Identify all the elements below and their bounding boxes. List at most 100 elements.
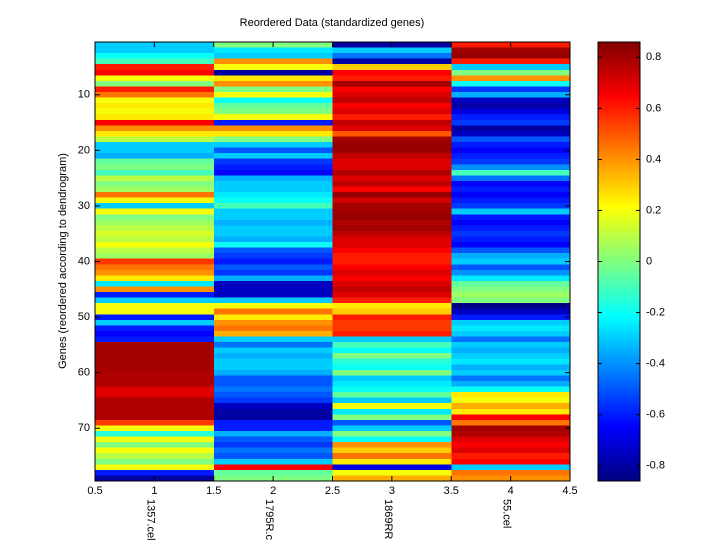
heatmap-cell [451,425,570,432]
chart-title: Reordered Data (standardized genes) [240,17,425,29]
heatmap-cell [213,230,333,237]
heatmap-cell [95,330,214,337]
heatmap-cell [332,430,452,437]
heatmap-cell [213,386,333,393]
x-tick-label: 2.5 [325,485,340,497]
heatmap-cell [213,164,333,171]
heatmap-cell [451,75,570,82]
heatmap-cell [332,242,452,248]
heatmap-cell [451,86,570,93]
heatmap-cell [451,314,570,321]
heatmap-cell [95,358,214,365]
heatmap-cell [451,414,570,421]
heatmap-cell [213,419,333,426]
colorbar-tick-label: 0.6 [646,102,661,114]
heatmap-cell [332,408,452,415]
heatmap-cell [95,130,214,137]
heatmap-cell [451,264,570,271]
heatmap-cell [213,180,333,187]
heatmap-cell [332,269,452,276]
heatmap-cell [213,414,333,421]
heatmap-cell [451,136,570,143]
heatmap-cell [213,208,333,215]
heatmap-cell [95,97,214,104]
y-tick-label: 40 [78,255,90,267]
heatmap-cell [95,208,214,215]
heatmap-cell [95,214,214,221]
heatmap-cell [213,330,333,337]
colorbar-tick-label: 0.2 [646,204,661,216]
heatmap-cell [95,264,214,271]
heatmap-cell [451,142,570,148]
heatmap-cell [332,447,452,454]
heatmap-cell [95,164,214,171]
heatmap-cell [213,442,333,448]
heatmap-cell [213,458,333,465]
heatmap-cell [332,392,452,398]
heatmap-cell [332,319,452,326]
heatmap-cell [213,92,333,98]
heatmap-cell [332,264,452,271]
heatmap-cell [451,269,570,276]
heatmap-cell [451,330,570,337]
heatmap-cell [213,464,333,471]
heatmap-cell [332,258,452,265]
heatmap-cell [451,369,570,376]
heatmap-cell [213,392,333,398]
heatmap-cell [213,347,333,354]
heatmap-cell [451,242,570,248]
heatmap-cell [95,75,214,82]
heatmap-cell [95,47,214,54]
column-label: 1869RR [382,499,394,539]
heatmap-cell [451,342,570,348]
heatmap-cell [213,258,333,265]
heatmap-cell [213,80,333,87]
heatmap-cell [332,219,452,226]
heatmap-cell [332,125,452,132]
heatmap-cell [95,347,214,354]
heatmap-cell [95,103,214,109]
heatmap-cell [95,403,214,410]
heatmap-cell [213,380,333,387]
heatmap-cell [451,175,570,182]
heatmap-cell [213,86,333,93]
heatmap-cell [95,236,214,243]
heatmap-cell [332,425,452,432]
heatmap-cell [332,147,452,154]
x-tick-label: 4 [508,485,514,497]
heatmap-cell [213,130,333,137]
heatmap-cell [95,158,214,165]
heatmap-cell [213,214,333,221]
heatmap-cell [95,353,214,360]
heatmap-cell [451,192,570,198]
heatmap-cell [451,442,570,448]
heatmap-cell [213,114,333,121]
heatmap-cell [95,258,214,265]
heatmap-cell [213,175,333,182]
heatmap-cell [95,425,214,432]
heatmap-cell [332,297,452,304]
heatmap-cell [95,242,214,248]
heatmap-cell [332,397,452,404]
heatmap-cell [451,403,570,410]
heatmap-cell [332,119,452,126]
heatmap-cell [213,103,333,109]
column-label: 1795R.c [263,499,275,540]
heatmap-cell [95,114,214,121]
heatmap-cell [95,458,214,465]
heatmap-cell [213,253,333,260]
heatmap-cell [95,119,214,126]
heatmap-cell [451,297,570,304]
heatmap-cell [213,364,333,371]
heatmap-cell [332,130,452,137]
heatmap-cell [332,325,452,332]
heatmap-cell [332,180,452,187]
heatmap-cell [95,125,214,132]
heatmap-cell [213,64,333,71]
heatmap-cell [95,342,214,348]
heatmap-cell [213,275,333,282]
heatmap-cell [213,197,333,204]
heatmap-cell [213,108,333,115]
heatmap-cell [213,369,333,376]
heatmap-cell [213,447,333,454]
